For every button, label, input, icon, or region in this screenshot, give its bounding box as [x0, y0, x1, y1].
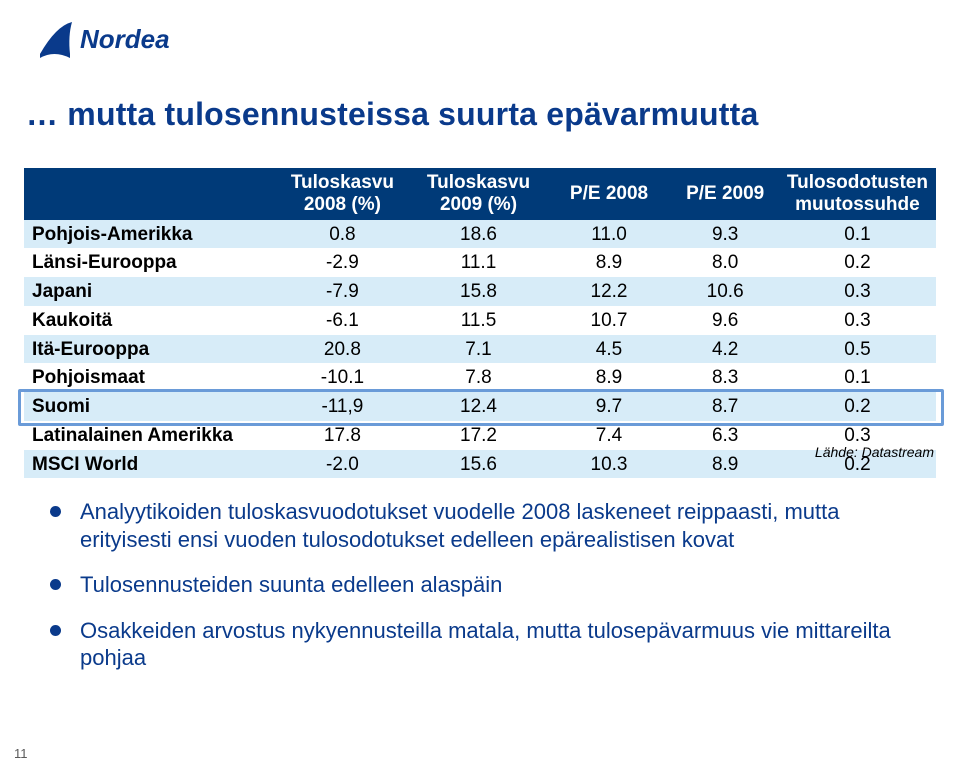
table-cell: 17.2 [410, 421, 546, 450]
table-row-label: Suomi [24, 392, 274, 421]
table-cell: 11.1 [410, 248, 546, 277]
table-cell: 0.3 [779, 277, 936, 306]
table-row: Itä-Eurooppa20.87.14.54.20.5 [24, 335, 936, 364]
table-row-label: Länsi-Eurooppa [24, 248, 274, 277]
table-cell: 15.8 [410, 277, 546, 306]
data-table: Tuloskasvu2008 (%)Tuloskasvu2009 (%)P/E … [24, 168, 936, 478]
table-cell: 15.6 [410, 450, 546, 479]
table-row: Suomi-11,912.49.78.70.2 [24, 392, 936, 421]
table-body: Pohjois-Amerikka0.818.611.09.30.1Länsi-E… [24, 220, 936, 479]
table-cell: 7.4 [547, 421, 672, 450]
table-cell: 20.8 [274, 335, 410, 364]
table-cell: 18.6 [410, 220, 546, 249]
table-cell: 17.8 [274, 421, 410, 450]
table-row-label: Itä-Eurooppa [24, 335, 274, 364]
table-cell: 0.5 [779, 335, 936, 364]
table-header-cell [24, 168, 274, 220]
table-row-label: Pohjoismaat [24, 363, 274, 392]
table-cell: -11,9 [274, 392, 410, 421]
table-cell: 0.1 [779, 220, 936, 249]
table-row-label: Latinalainen Amerikka [24, 421, 274, 450]
table-cell: 0.1 [779, 363, 936, 392]
table-cell: 12.2 [547, 277, 672, 306]
bullet-item: Osakkeiden arvostus nykyennusteilla mata… [50, 617, 910, 672]
table-cell: 7.8 [410, 363, 546, 392]
table-cell: 9.6 [671, 306, 778, 335]
bullet-item: Analyytikoiden tuloskasvuodotukset vuode… [50, 498, 910, 553]
table-cell: -6.1 [274, 306, 410, 335]
source-label: Lähde: Datastream [815, 444, 934, 460]
table-cell: -10.1 [274, 363, 410, 392]
bullet-item: Tulosennusteiden suunta edelleen alaspäi… [50, 571, 910, 599]
table-row-label: Japani [24, 277, 274, 306]
page-number: 11 [14, 746, 28, 761]
table-row: Japani-7.915.812.210.60.3 [24, 277, 936, 306]
data-table-container: Tuloskasvu2008 (%)Tuloskasvu2009 (%)P/E … [24, 168, 936, 478]
table-cell: 8.0 [671, 248, 778, 277]
table-cell: 4.2 [671, 335, 778, 364]
table-cell: 7.1 [410, 335, 546, 364]
table-row: Pohjoismaat-10.17.88.98.30.1 [24, 363, 936, 392]
table-cell: 10.7 [547, 306, 672, 335]
table-header-cell: Tuloskasvu2009 (%) [410, 168, 546, 220]
table-row: Pohjois-Amerikka0.818.611.09.30.1 [24, 220, 936, 249]
table-cell: 10.3 [547, 450, 672, 479]
table-row: Länsi-Eurooppa-2.911.18.98.00.2 [24, 248, 936, 277]
table-row-label: Pohjois-Amerikka [24, 220, 274, 249]
table-cell: 12.4 [410, 392, 546, 421]
bullet-list: Analyytikoiden tuloskasvuodotukset vuode… [50, 498, 910, 690]
table-cell: 8.9 [547, 248, 672, 277]
table-cell: 9.7 [547, 392, 672, 421]
table-cell: 11.5 [410, 306, 546, 335]
table-row: Kaukoitä-6.111.510.79.60.3 [24, 306, 936, 335]
table-cell: -2.0 [274, 450, 410, 479]
table-cell: 9.3 [671, 220, 778, 249]
table-cell: -2.9 [274, 248, 410, 277]
table-cell: 0.3 [779, 306, 936, 335]
table-cell: 6.3 [671, 421, 778, 450]
logo-text: Nordea [80, 24, 170, 54]
table-header-cell: Tuloskasvu2008 (%) [274, 168, 410, 220]
table-row: Latinalainen Amerikka17.817.27.46.30.3 [24, 421, 936, 450]
table-row-label: MSCI World [24, 450, 274, 479]
table-header-cell: P/E 2009 [671, 168, 778, 220]
table-cell: 0.8 [274, 220, 410, 249]
table-header-cell: P/E 2008 [547, 168, 672, 220]
table-cell: 8.7 [671, 392, 778, 421]
nordea-logo: Nordea [36, 18, 206, 62]
table-header-row: Tuloskasvu2008 (%)Tuloskasvu2009 (%)P/E … [24, 168, 936, 220]
table-row-label: Kaukoitä [24, 306, 274, 335]
table-cell: 8.3 [671, 363, 778, 392]
table-cell: 10.6 [671, 277, 778, 306]
table-cell: 0.2 [779, 248, 936, 277]
table-cell: 11.0 [547, 220, 672, 249]
table-cell: -7.9 [274, 277, 410, 306]
table-cell: 0.2 [779, 392, 936, 421]
page-title: … mutta tulosennusteissa suurta epävarmu… [26, 96, 759, 133]
table-cell: 8.9 [671, 450, 778, 479]
table-row: MSCI World-2.015.610.38.90.2 [24, 450, 936, 479]
table-header-cell: Tulosodotustenmuutossuhde [779, 168, 936, 220]
table-cell: 4.5 [547, 335, 672, 364]
table-cell: 8.9 [547, 363, 672, 392]
